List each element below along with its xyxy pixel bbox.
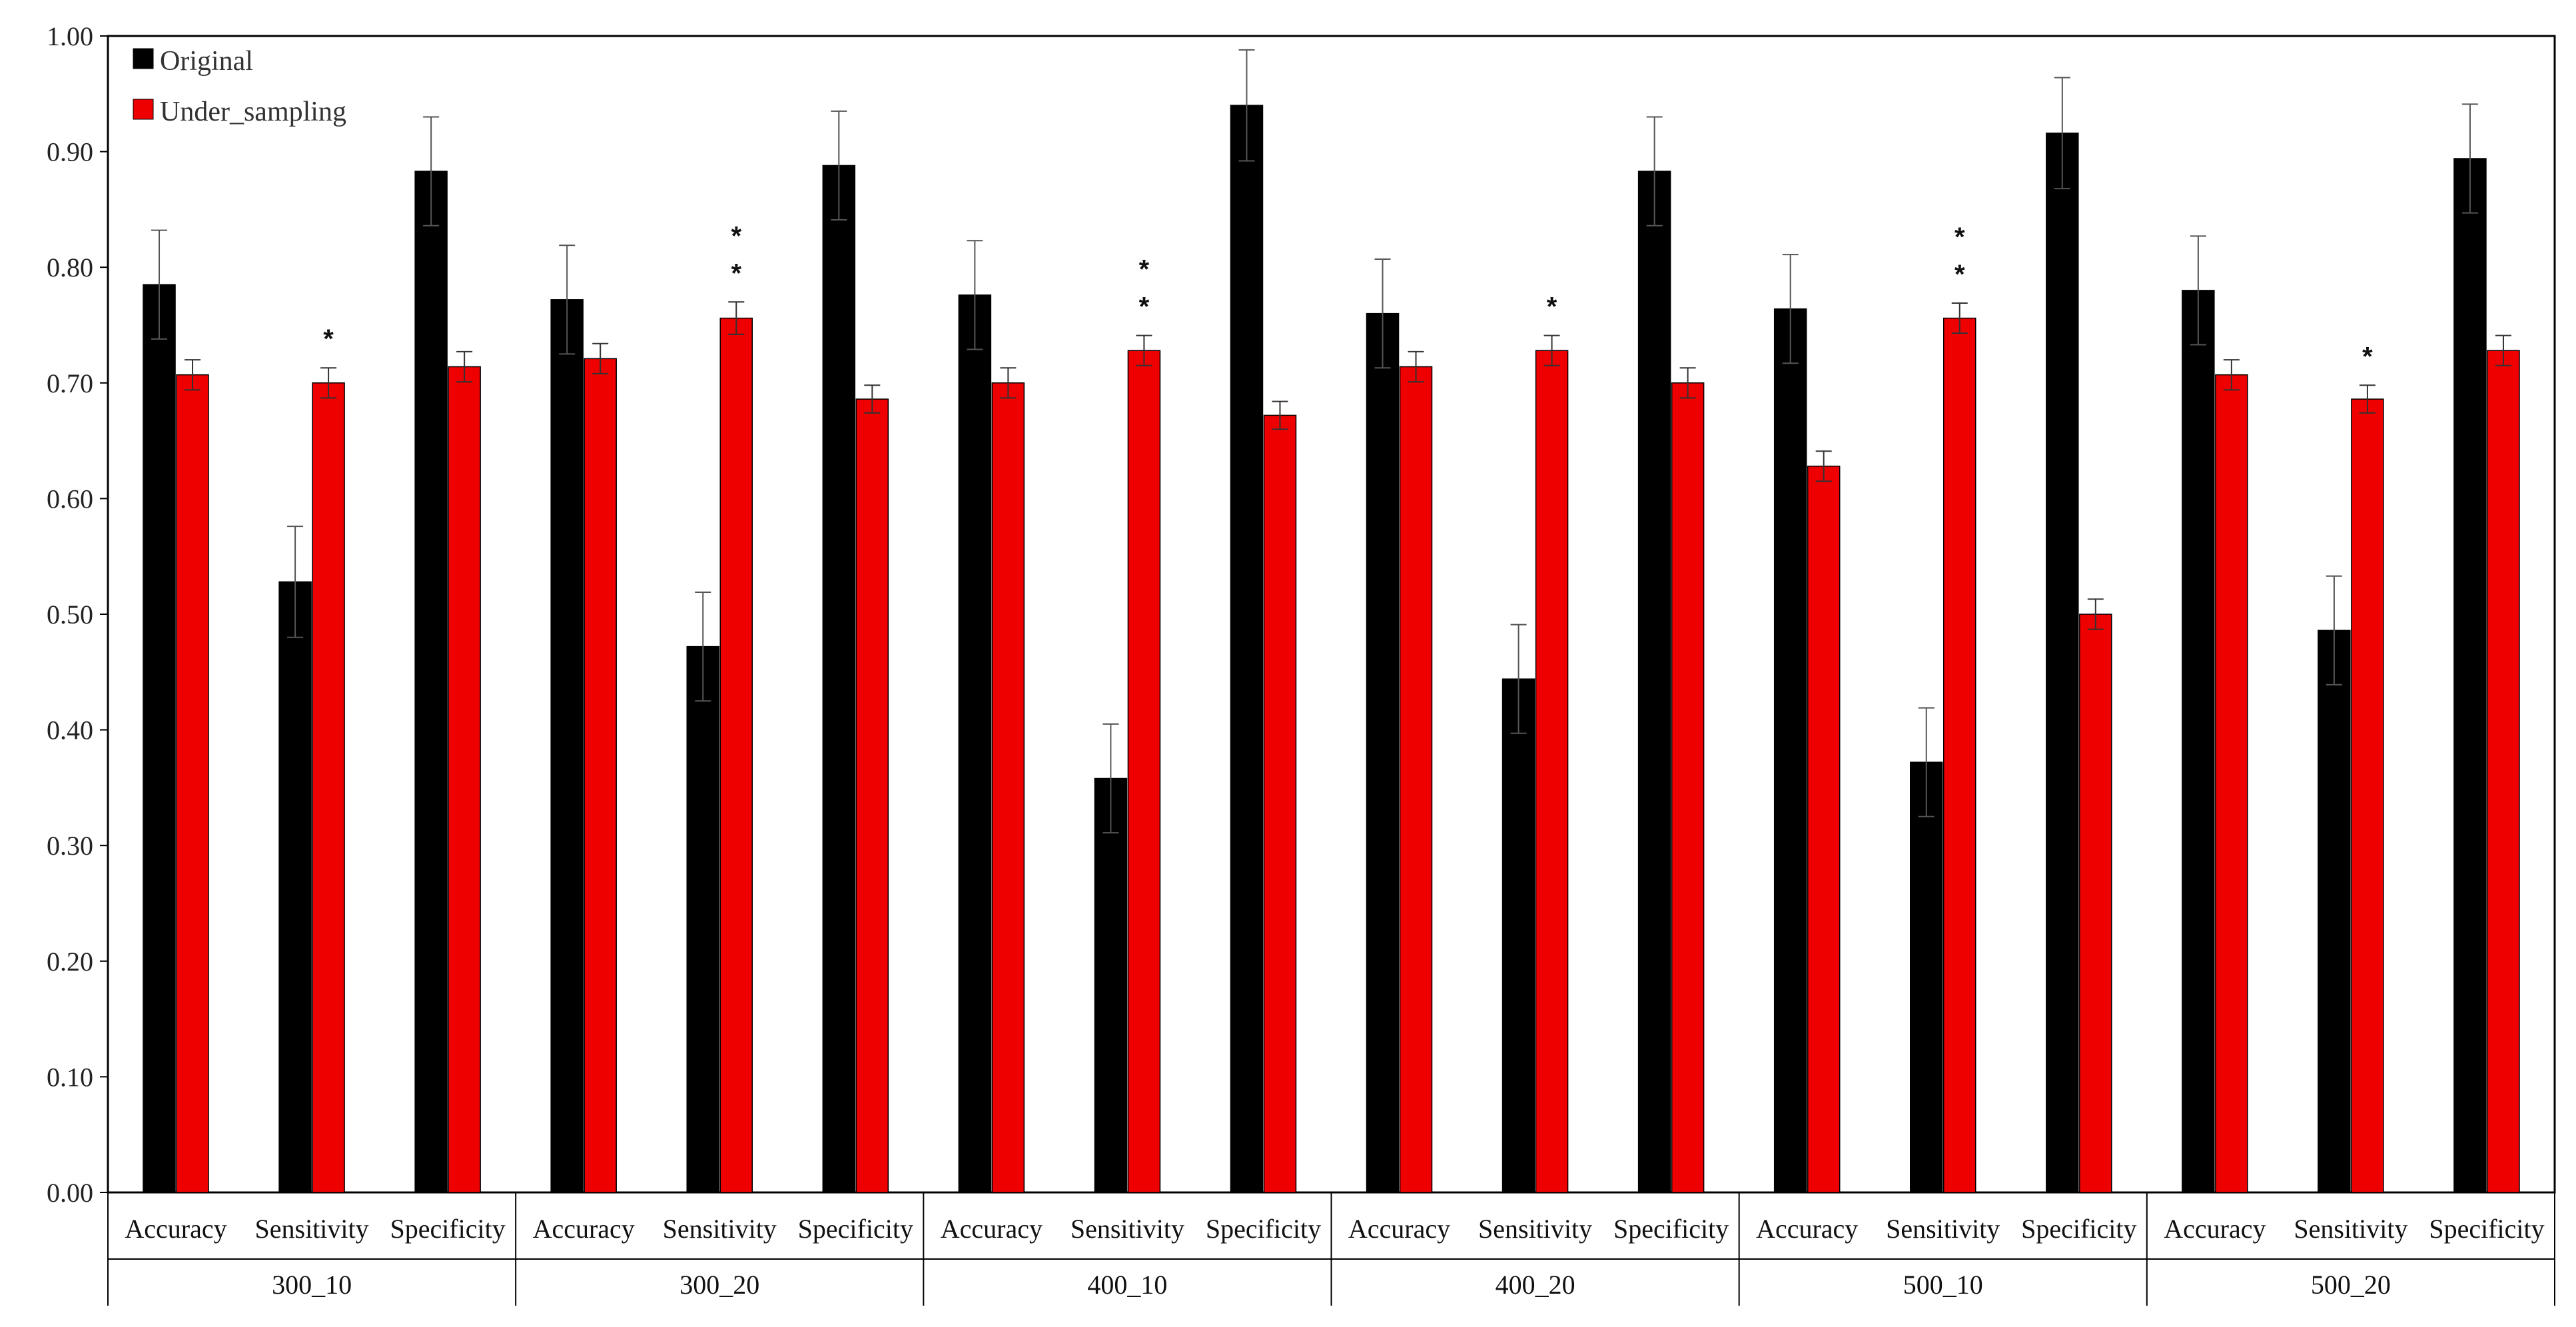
original-bar	[1094, 777, 1128, 1193]
under-sampling-bar	[1399, 366, 1433, 1193]
under-sampling-bar	[2351, 398, 2384, 1193]
significance-marker: *	[731, 221, 741, 250]
y-tick-label: 0.20	[47, 947, 93, 977]
under-sampling-bar	[584, 358, 617, 1193]
under-sampling-bar	[2079, 614, 2112, 1193]
category-label: Specificity	[1613, 1214, 1729, 1244]
category-label: Sensitivity	[255, 1214, 369, 1244]
group-label: 400_20	[1496, 1270, 1575, 1300]
category-label: Accuracy	[1756, 1214, 1858, 1244]
significance-marker: *	[1954, 222, 1965, 252]
y-tick-label: 1.00	[47, 21, 93, 51]
under-sampling-bar	[1535, 350, 1569, 1193]
original-bar	[1502, 678, 1535, 1193]
group-label: 400_10	[1087, 1270, 1167, 1300]
original-legend-swatch	[133, 48, 154, 69]
original-bar	[2318, 630, 2351, 1193]
under-sampling-bar	[448, 366, 481, 1193]
under-sampling-bar	[2487, 350, 2520, 1193]
significance-marker: *	[1954, 260, 1965, 289]
original-bar	[1230, 105, 1264, 1193]
category-label: Accuracy	[941, 1214, 1043, 1244]
category-label: Accuracy	[533, 1214, 635, 1244]
significance-marker: *	[1547, 292, 1557, 322]
group-label: 500_20	[2311, 1270, 2391, 1300]
under-sampling-bar	[719, 317, 753, 1193]
original-bar	[2453, 158, 2487, 1193]
under-sampling-bar	[855, 398, 889, 1193]
under-sampling-bar	[1671, 382, 1705, 1193]
category-label: Sensitivity	[1478, 1214, 1592, 1244]
group-label: 300_10	[272, 1270, 352, 1300]
category-label: Sensitivity	[1886, 1214, 2000, 1244]
significance-marker: *	[731, 258, 741, 288]
original-bar	[278, 581, 312, 1193]
y-tick-label: 0.90	[47, 137, 93, 167]
under-sampling-bar	[1807, 466, 1841, 1193]
original-bar	[1910, 761, 1943, 1193]
original-bar	[686, 646, 719, 1193]
category-label: Accuracy	[1348, 1214, 1450, 1244]
group-label: 500_10	[1903, 1270, 1983, 1300]
y-tick-label: 0.50	[47, 600, 93, 630]
category-label: Sensitivity	[2294, 1214, 2407, 1244]
under-sampling-bar	[1127, 350, 1161, 1193]
y-tick-label: 0.40	[47, 715, 93, 745]
original-bar	[2046, 133, 2079, 1193]
category-label: Specificity	[1206, 1214, 1321, 1244]
category-label: Sensitivity	[1071, 1214, 1184, 1244]
legend-label: Original	[160, 46, 253, 77]
category-label: Specificity	[2429, 1214, 2544, 1244]
category-label: Specificity	[2021, 1214, 2136, 1244]
significance-marker: *	[1139, 255, 1150, 284]
original-bar	[1773, 308, 1807, 1193]
under-sampling-bar	[1943, 317, 1976, 1193]
group-label: 300_20	[679, 1270, 759, 1300]
original-bar	[958, 294, 992, 1193]
category-label: Sensitivity	[663, 1214, 777, 1244]
y-tick-label: 0.60	[47, 484, 93, 514]
under-sampling-bar	[2215, 374, 2248, 1193]
y-tick-label: 0.30	[47, 831, 93, 861]
legend-label: Under_sampling	[160, 97, 346, 127]
y-tick-label: 0.10	[47, 1062, 93, 1092]
original-bar	[143, 284, 176, 1193]
original-bar	[1637, 171, 1671, 1193]
original-bar	[822, 165, 856, 1193]
y-tick-label: 0.00	[47, 1178, 93, 1208]
significance-marker: *	[2362, 342, 2373, 371]
category-label: Accuracy	[125, 1214, 226, 1244]
significance-marker: *	[323, 324, 334, 354]
significance-marker: *	[1139, 292, 1150, 322]
under-sampling-bar	[991, 382, 1025, 1193]
category-label: Specificity	[390, 1214, 505, 1244]
original-bar	[414, 171, 448, 1193]
y-tick-label: 0.80	[47, 252, 93, 282]
under-sampling-bar	[176, 374, 209, 1193]
original-bar	[550, 299, 584, 1193]
under-sampling-bar	[312, 382, 345, 1193]
under-sampling-legend-swatch	[133, 99, 154, 120]
category-label: Specificity	[798, 1214, 913, 1244]
y-tick-label: 0.70	[47, 368, 93, 398]
original-bar	[2182, 290, 2215, 1193]
category-label: Accuracy	[2164, 1214, 2266, 1244]
original-bar	[1366, 312, 1400, 1193]
under-sampling-bar	[1263, 414, 1297, 1193]
